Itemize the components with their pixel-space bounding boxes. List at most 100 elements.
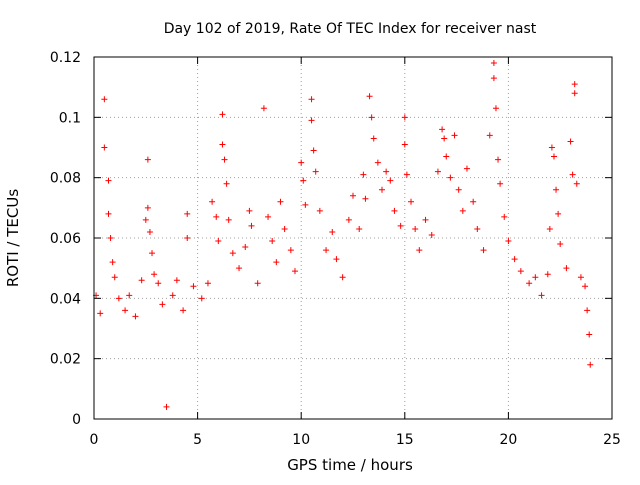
data-point — [362, 195, 369, 202]
data-point — [383, 168, 390, 175]
x-tick-label-layer: 0 5 10 15 20 25 — [90, 432, 621, 448]
data-point — [265, 213, 272, 220]
data-point — [146, 228, 153, 235]
data-point — [408, 198, 415, 205]
data-point — [459, 207, 466, 214]
data-point — [422, 216, 429, 223]
data-point — [221, 156, 228, 163]
data-point — [254, 280, 261, 287]
data-point — [345, 216, 352, 223]
data-point — [310, 147, 317, 154]
y-tick-label: 0.12 — [50, 50, 81, 66]
data-point — [557, 241, 564, 248]
y-tick-label: 0.08 — [50, 171, 81, 187]
data-point — [107, 235, 114, 241]
data-point — [144, 204, 151, 211]
data-point — [236, 265, 243, 272]
data-point — [366, 93, 373, 100]
data-point — [370, 135, 377, 142]
data-point — [105, 177, 112, 184]
data-point — [412, 225, 419, 232]
data-point — [497, 180, 504, 187]
data-point — [569, 171, 576, 178]
data-point — [184, 210, 191, 217]
data-point — [149, 250, 156, 257]
tick-layer — [93, 56, 613, 420]
data-point — [586, 331, 593, 338]
data-point — [401, 141, 408, 148]
data-point — [428, 231, 435, 238]
data-point — [312, 168, 319, 175]
data-point — [204, 280, 211, 287]
data-point — [486, 132, 493, 139]
data-point — [379, 186, 386, 193]
data-point — [368, 114, 375, 121]
data-point — [115, 295, 122, 302]
data-point — [387, 177, 394, 184]
data-point — [563, 265, 570, 272]
data-point — [246, 207, 253, 214]
data-point — [225, 216, 232, 223]
data-point — [302, 201, 309, 208]
data-point — [582, 283, 589, 290]
data-point — [571, 81, 578, 88]
data-point — [159, 301, 166, 308]
data-point — [397, 222, 404, 229]
data-point — [281, 225, 288, 232]
data-point — [308, 96, 315, 103]
data-point — [219, 111, 226, 118]
data-point — [198, 295, 205, 302]
data-point — [511, 256, 518, 263]
data-point — [329, 228, 336, 235]
data-point — [298, 159, 305, 166]
data-point — [308, 117, 315, 124]
data-point — [451, 132, 458, 139]
data-point — [439, 126, 446, 133]
data-point — [416, 247, 423, 254]
data-point — [316, 207, 323, 214]
data-point — [374, 159, 381, 166]
data-point — [101, 96, 108, 103]
data-point — [190, 283, 197, 290]
data-point — [122, 307, 129, 314]
y-tick-label: 0 — [72, 412, 81, 428]
data-point — [455, 186, 462, 193]
data-point — [550, 153, 557, 160]
data-point — [111, 274, 118, 281]
x-tick-label: 20 — [499, 432, 517, 448]
data-point — [532, 274, 539, 281]
data-point — [553, 186, 560, 193]
data-point — [97, 310, 104, 317]
data-point — [213, 213, 220, 220]
data-point — [287, 247, 294, 254]
data-point — [447, 174, 454, 181]
data-point — [501, 213, 508, 220]
data-point — [300, 177, 307, 184]
data-point — [356, 225, 363, 232]
data-point — [173, 277, 180, 284]
data-point — [567, 138, 574, 145]
data-point — [587, 361, 594, 368]
data-point — [492, 105, 499, 112]
data-point — [403, 171, 410, 178]
data-point — [242, 244, 249, 251]
data-point — [391, 207, 398, 214]
data-point — [480, 247, 487, 254]
chart-title: Day 102 of 2019, Rate Of TEC Index for r… — [164, 21, 537, 37]
data-point — [144, 156, 151, 163]
x-tick-label: 15 — [396, 432, 414, 448]
data-point — [401, 114, 408, 121]
data-point — [155, 280, 162, 287]
data-point — [443, 153, 450, 160]
x-axis-title: GPS time / hours — [287, 456, 413, 474]
x-tick-label: 5 — [193, 432, 202, 448]
data-point — [577, 274, 584, 281]
data-point — [441, 135, 448, 142]
data-point — [101, 144, 108, 151]
data-point — [571, 90, 578, 97]
data-point — [180, 307, 187, 314]
data-point — [209, 198, 216, 205]
